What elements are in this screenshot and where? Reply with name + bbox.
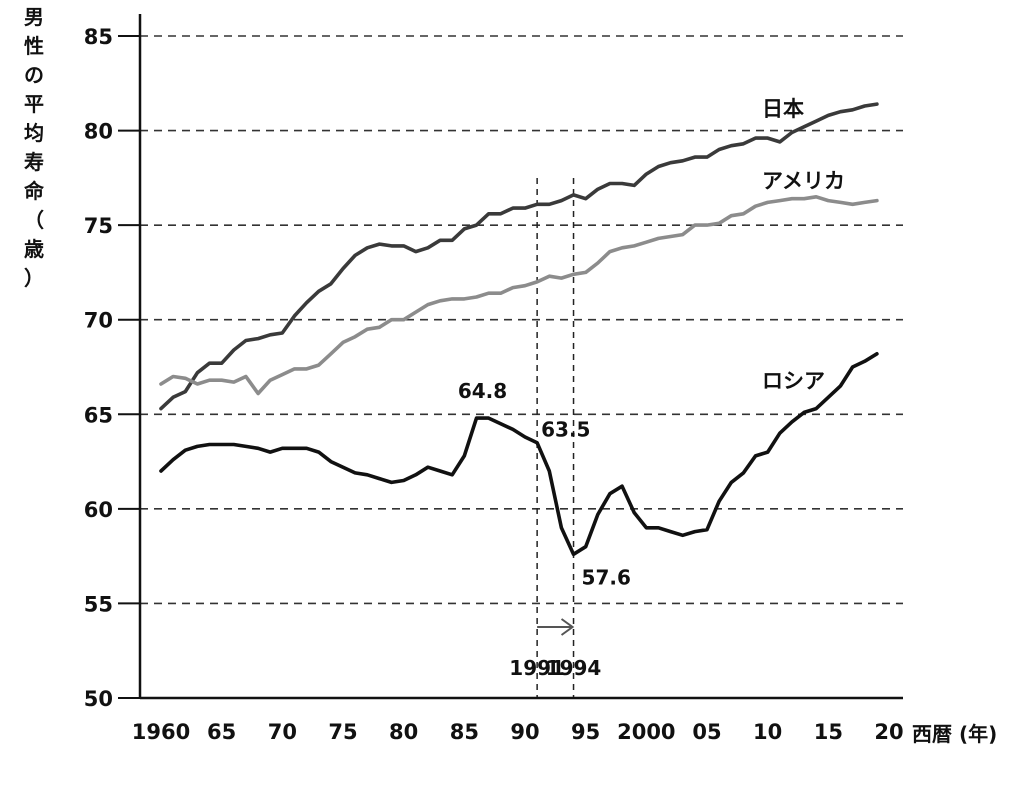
y-axis-title-char: 歳 bbox=[24, 237, 44, 261]
x-tick-label: 90 bbox=[510, 720, 539, 744]
x-axis-title: 西暦 (年) bbox=[912, 722, 997, 746]
x-tick-labels: 1960 65 70 75 80 85 90 95 2000 05 10 15 20 bbox=[132, 720, 904, 744]
annotation-63.5: 63.5 bbox=[541, 418, 590, 442]
y-axis-title-char: 平 bbox=[24, 92, 44, 116]
series-line-ロシア bbox=[159, 351, 879, 557]
x-tick-label: 20 bbox=[874, 720, 903, 744]
y-tick-labels: 50 55 60 65 70 75 80 85 bbox=[84, 25, 113, 711]
x-tick-label: 65 bbox=[207, 720, 236, 744]
y-axis-title-char: 男 bbox=[24, 5, 44, 29]
y-tick-label: 70 bbox=[84, 309, 113, 333]
y-axis-title-char: 寿 bbox=[24, 150, 44, 174]
x-tick-label: 85 bbox=[450, 720, 479, 744]
x-tick-label: 70 bbox=[268, 720, 297, 744]
series-line-日本 bbox=[159, 102, 879, 411]
y-tick-label: 85 bbox=[84, 25, 113, 49]
reference-label-1994: 1994 bbox=[546, 656, 602, 680]
annotation-64.8: 64.8 bbox=[458, 379, 507, 403]
y-tick-label: 55 bbox=[84, 592, 113, 616]
annotations: 64.8 63.5 57.6 bbox=[458, 379, 631, 589]
period-arrow-head bbox=[560, 618, 575, 636]
y-axis-title-char: （ bbox=[24, 208, 44, 232]
x-tick-label: 05 bbox=[692, 720, 721, 744]
x-tick-label: 95 bbox=[571, 720, 600, 744]
x-tick-label: 1960 bbox=[132, 720, 190, 744]
y-tick-label: 60 bbox=[84, 498, 113, 522]
annotation-57.6: 57.6 bbox=[582, 565, 631, 589]
x-tick-label: 75 bbox=[328, 720, 357, 744]
x-tick-label: 80 bbox=[389, 720, 418, 744]
y-axis-title-char: 命 bbox=[24, 179, 45, 203]
y-axis-title: 男性の平均寿命 （ 歳 ） bbox=[24, 5, 45, 290]
reference-label-1991: 1991 bbox=[509, 656, 565, 680]
y-tick-label: 75 bbox=[84, 214, 113, 238]
y-tick-label: 65 bbox=[84, 403, 113, 427]
x-tick-label: 2000 bbox=[617, 720, 675, 744]
y-axis-title-char: 性 bbox=[24, 34, 44, 58]
y-tick-label: 80 bbox=[84, 120, 113, 144]
series-label-ロシア: ロシア bbox=[762, 369, 825, 393]
y-tick-label: 50 bbox=[84, 687, 113, 711]
x-tick-label: 15 bbox=[814, 720, 843, 744]
axes bbox=[138, 14, 903, 700]
y-axis-title-char: 均 bbox=[24, 121, 44, 145]
grid-lines bbox=[118, 35, 903, 699]
y-axis-title-char: の bbox=[24, 63, 44, 87]
series-label-日本: 日本 bbox=[762, 97, 804, 121]
x-tick-label: 10 bbox=[753, 720, 782, 744]
y-axis-title-char: ） bbox=[24, 266, 44, 290]
series-label-アメリカ: アメリカ bbox=[762, 169, 845, 193]
series-line-アメリカ bbox=[159, 195, 879, 396]
